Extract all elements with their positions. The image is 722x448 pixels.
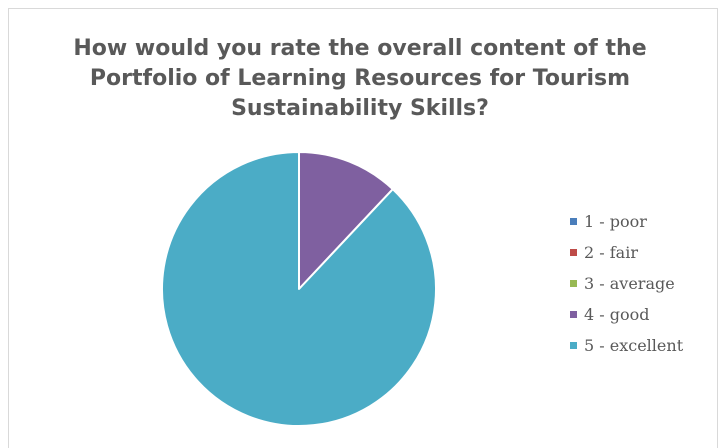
- pie-slice-excellent: [161, 151, 437, 427]
- legend-swatch-average: [570, 280, 577, 287]
- legend-label-average: 3 - average: [584, 274, 675, 293]
- legend-label-fair: 2 - fair: [584, 243, 638, 262]
- chart-title-line-1: How would you rate the overall content o…: [73, 36, 647, 61]
- chart-title: How would you rate the overall content o…: [60, 34, 660, 124]
- chart-legend: 1 - poor 2 - fair 3 - average 4 - good 5…: [570, 206, 720, 361]
- legend-label-excellent: 5 - excellent: [584, 336, 684, 355]
- legend-label-good: 4 - good: [584, 305, 650, 324]
- legend-swatch-poor: [570, 218, 577, 225]
- legend-swatch-excellent: [570, 342, 577, 349]
- chart-title-line-2: Portfolio of Learning Resources for Tour…: [89, 66, 631, 91]
- legend-item-poor: 1 - poor: [570, 206, 720, 237]
- legend-swatch-fair: [570, 249, 577, 256]
- legend-swatch-good: [570, 311, 577, 318]
- legend-item-fair: 2 - fair: [570, 237, 720, 268]
- chart-title-line-3: Sustainability Skills?: [231, 96, 489, 121]
- legend-item-excellent: 5 - excellent: [570, 330, 720, 361]
- legend-item-good: 4 - good: [570, 299, 720, 330]
- pie-slice-good: [298, 151, 394, 290]
- legend-label-poor: 1 - poor: [584, 212, 647, 231]
- legend-item-average: 3 - average: [570, 268, 720, 299]
